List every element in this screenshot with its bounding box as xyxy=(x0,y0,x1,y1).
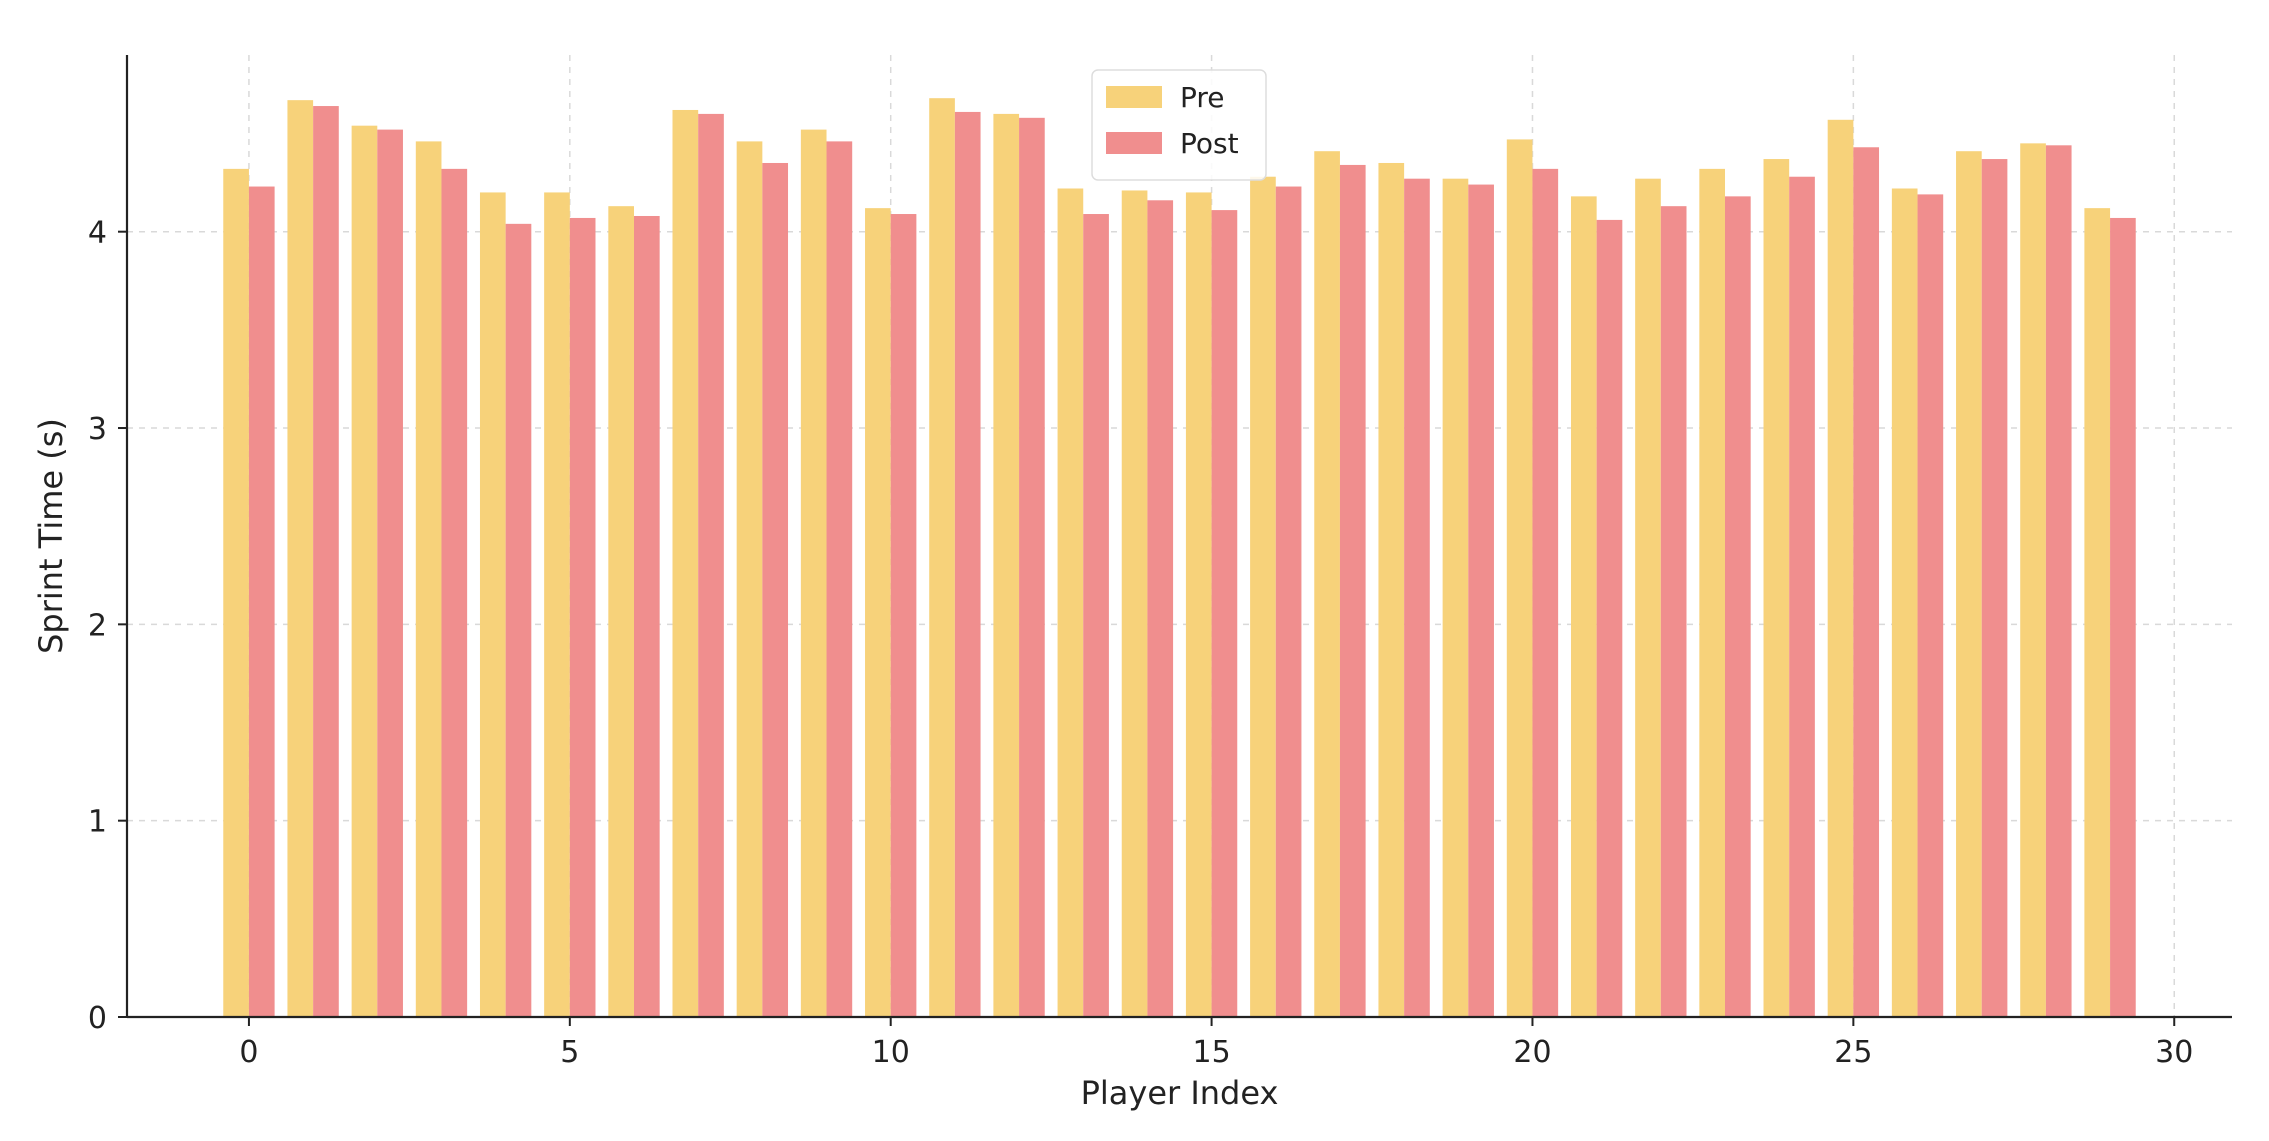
bar-pre-26 xyxy=(1891,188,1918,1017)
y-tick-label: 3 xyxy=(88,412,107,447)
bar-pre-10 xyxy=(865,208,891,1017)
bar-post-10 xyxy=(890,214,917,1018)
x-tick-label: 0 xyxy=(239,1035,258,1070)
x-tick-label: 20 xyxy=(1513,1035,1551,1070)
ticks-layer: 0 5 10 15 20 25 30 0 1 2 3 4 xyxy=(88,216,2193,1070)
bar-pre-12 xyxy=(993,113,1020,1018)
bar-pre-3 xyxy=(415,141,442,1017)
bar-pre-28 xyxy=(2020,143,2046,1018)
bar-pre-15 xyxy=(1185,192,1212,1017)
bar-post-6 xyxy=(633,215,660,1017)
bar-post-14 xyxy=(1147,200,1174,1018)
y-tick-label: 1 xyxy=(88,805,107,840)
bar-pre-27 xyxy=(1956,151,1982,1017)
x-tick-label: 15 xyxy=(1192,1035,1230,1070)
bar-post-27 xyxy=(1981,159,2008,1018)
bar-pre-20 xyxy=(1506,139,1533,1017)
bar-post-0 xyxy=(248,186,275,1018)
bar-pre-19 xyxy=(1442,178,1469,1017)
x-tick-label: 10 xyxy=(872,1035,910,1070)
bar-post-20 xyxy=(1532,168,1559,1017)
legend-label-post: Post xyxy=(1180,127,1239,160)
bar-pre-22 xyxy=(1635,178,1661,1017)
bar-pre-14 xyxy=(1121,190,1148,1017)
bar-pre-18 xyxy=(1378,162,1405,1017)
bar-post-2 xyxy=(377,129,403,1018)
bar-post-16 xyxy=(1275,186,1302,1018)
bar-post-28 xyxy=(2045,145,2072,1018)
x-tick-label: 30 xyxy=(2155,1035,2193,1070)
bar-post-18 xyxy=(1404,178,1430,1017)
bar-pre-5 xyxy=(544,192,570,1017)
bar-post-7 xyxy=(698,113,724,1018)
bar-post-26 xyxy=(1917,194,1944,1017)
bar-pre-9 xyxy=(800,129,827,1018)
bar-post-15 xyxy=(1211,210,1238,1017)
bar-pre-7 xyxy=(672,109,699,1017)
bar-pre-2 xyxy=(351,125,378,1017)
bar-post-1 xyxy=(313,106,339,1017)
bar-pre-24 xyxy=(1763,159,1790,1018)
bar-post-19 xyxy=(1468,184,1494,1018)
bar-post-21 xyxy=(1596,219,1623,1017)
legend: Pre Post xyxy=(1091,69,1267,181)
bar-post-22 xyxy=(1660,206,1687,1017)
bar-post-8 xyxy=(762,162,789,1017)
legend-items: Pre Post xyxy=(1106,81,1239,160)
bar-pre-23 xyxy=(1699,168,1726,1017)
axes-layer xyxy=(125,55,2232,1019)
bar-post-17 xyxy=(1339,164,1366,1017)
y-tick-label: 4 xyxy=(88,216,107,251)
bar-post-4 xyxy=(505,223,532,1017)
legend-label-pre: Pre xyxy=(1180,81,1225,114)
bar-pre-11 xyxy=(929,98,955,1017)
bar-pre-6 xyxy=(608,206,634,1017)
y-axis-title: Sprint Time (s) xyxy=(32,418,70,654)
x-axis-title: Player Index xyxy=(1081,1074,1279,1112)
y-tick-label: 2 xyxy=(88,608,107,643)
bar-pre-1 xyxy=(287,100,314,1018)
bar-post-12 xyxy=(1019,117,1045,1018)
bar-post-23 xyxy=(1725,196,1751,1017)
bar-pre-17 xyxy=(1314,151,1340,1017)
bars-layer xyxy=(223,98,2136,1018)
bar-pre-8 xyxy=(736,141,763,1017)
bar-pre-21 xyxy=(1570,196,1597,1017)
bar-pre-29 xyxy=(2084,208,2111,1017)
bar-post-25 xyxy=(1853,147,1880,1018)
bar-pre-4 xyxy=(479,192,506,1017)
bar-post-11 xyxy=(954,111,981,1017)
x-tick-label: 25 xyxy=(1834,1035,1872,1070)
x-tick-label: 5 xyxy=(560,1035,579,1070)
bar-post-5 xyxy=(569,217,596,1017)
bar-post-29 xyxy=(2110,217,2136,1017)
legend-swatch-pre xyxy=(1106,86,1162,108)
bar-pre-0 xyxy=(223,168,249,1017)
bar-post-13 xyxy=(1083,214,1109,1018)
bar-pre-13 xyxy=(1057,188,1084,1017)
y-tick-label: 0 xyxy=(88,1001,107,1036)
bar-pre-25 xyxy=(1827,119,1854,1017)
bar-post-24 xyxy=(1789,176,1815,1018)
legend-swatch-post xyxy=(1106,132,1162,154)
bar-post-3 xyxy=(441,168,468,1017)
bar-pre-16 xyxy=(1250,176,1276,1018)
bar-post-9 xyxy=(826,141,853,1017)
